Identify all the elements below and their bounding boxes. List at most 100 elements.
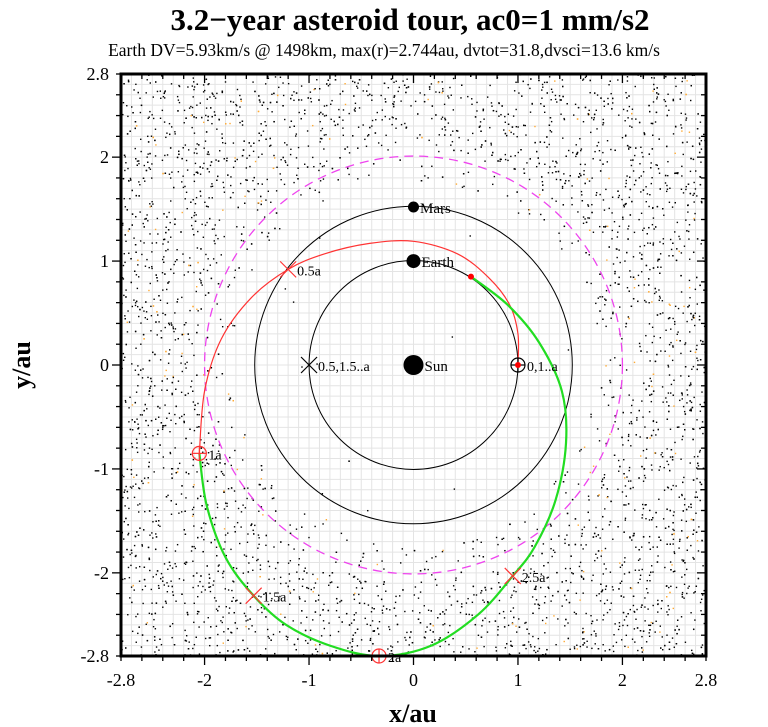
asteroid-dot: [238, 114, 240, 117]
asteroid-dot: [611, 238, 613, 240]
asteroid-dot: [126, 105, 128, 107]
asteroid-dot: [450, 144, 452, 146]
asteroid-dot: [222, 141, 224, 144]
asteroid-dot: [554, 165, 556, 168]
asteroid-dot: [691, 145, 694, 147]
asteroid-dot: [682, 153, 684, 156]
asteroid-dot: [605, 299, 607, 301]
asteroid-dot: [520, 580, 523, 582]
asteroid-dot: [246, 179, 248, 181]
asteroid-dot: [161, 75, 163, 77]
asteroid-dot: [289, 532, 292, 535]
asteroid-dot: [643, 227, 645, 229]
asteroid-dot: [323, 115, 326, 117]
asteroid-dot: [138, 195, 140, 197]
asteroid-dot: [323, 148, 325, 150]
asteroid-dot: [592, 231, 595, 233]
asteroid-dot: [135, 300, 138, 303]
asteroid-dot: [661, 452, 663, 454]
asteroid-dot: [568, 524, 570, 527]
asteroid-dot: [373, 630, 375, 632]
asteroid-dot: [328, 622, 330, 624]
asteroid-dot: [130, 442, 133, 445]
asteroid-dot: [676, 172, 679, 175]
asteroid-dot: [362, 124, 364, 126]
asteroid-dot: [631, 638, 634, 640]
asteroid-dot: [700, 243, 702, 245]
asteroid-dot: [304, 567, 306, 569]
asteroid-dot: [591, 211, 593, 214]
asteroid-dot: [666, 596, 668, 598]
asteroid-dot: [388, 626, 390, 628]
asteroid-dot: [241, 459, 244, 461]
asteroid-dot: [487, 601, 489, 603]
asteroid-dot: [629, 270, 631, 272]
asteroid-dot: [639, 436, 641, 438]
asteroid-dot: [348, 173, 350, 176]
asteroid-dot: [656, 87, 658, 89]
asteroid-dot: [187, 392, 189, 395]
asteroid-dot: [700, 483, 703, 486]
asteroid-dot: [171, 477, 173, 479]
asteroid-dot: [452, 77, 455, 80]
asteroid-dot: [293, 125, 295, 127]
asteroid-dot: [125, 296, 127, 298]
asteroid-dot: [318, 88, 321, 90]
asteroid-dot: [131, 446, 134, 448]
asteroid-dot: [350, 622, 353, 624]
asteroid-dot: [699, 284, 701, 287]
asteroid-dot: [693, 217, 695, 220]
asteroid-dot: [266, 235, 269, 238]
asteroid-dot: [420, 180, 423, 182]
asteroid-dot: [149, 168, 152, 170]
asteroid-dot: [318, 99, 320, 101]
asteroid-dot: [625, 91, 627, 94]
asteroid-dot: [449, 624, 451, 627]
asteroid-dot: [271, 93, 273, 95]
asteroid-dot: [587, 511, 589, 514]
asteroid-dot: [235, 103, 237, 106]
asteroid-dot: [579, 137, 581, 140]
asteroid-dot: [258, 139, 260, 142]
asteroid-dot: [237, 649, 240, 651]
asteroid-dot: [156, 311, 158, 313]
asteroid-dot: [154, 155, 157, 157]
asteroid-dot: [391, 123, 393, 126]
asteroid-dot: [221, 572, 224, 575]
chart-title: 3.2−year asteroid tour, ac0=1 mm/s2: [170, 2, 649, 37]
asteroid-dot: [243, 554, 246, 556]
asteroid-dot: [641, 517, 643, 519]
asteroid-dot: [681, 130, 683, 132]
asteroid-dot: [334, 124, 337, 127]
asteroid-dot: [640, 606, 643, 608]
asteroid-dot: [686, 394, 689, 396]
asteroid-dot: [598, 593, 600, 595]
asteroid-dot: [571, 203, 573, 206]
asteroid-dot: [693, 201, 695, 203]
asteroid-dot: [125, 401, 127, 403]
asteroid-dot: [612, 311, 614, 314]
asteroid-dot: [592, 158, 594, 160]
asteroid-dot: [244, 195, 246, 198]
asteroid-dot: [646, 579, 648, 582]
asteroid-dot: [432, 624, 434, 627]
asteroid-dot: [670, 569, 672, 571]
asteroid-dot: [391, 646, 394, 648]
asteroid-dot: [598, 149, 601, 152]
asteroid-dot: [232, 324, 234, 327]
asteroid-dot: [319, 614, 321, 616]
asteroid-dot: [264, 487, 266, 490]
asteroid-dot: [162, 312, 164, 314]
asteroid-dot: [342, 90, 344, 93]
asteroid-dot: [193, 408, 196, 411]
asteroid-dot: [452, 130, 454, 132]
asteroid-dot: [318, 594, 320, 597]
asteroid-dot: [131, 404, 134, 406]
asteroid-dot: [257, 110, 260, 113]
asteroid-dot: [135, 274, 138, 276]
asteroid-dot: [690, 84, 693, 87]
asteroid-dot: [656, 314, 659, 316]
asteroid-dot: [192, 77, 195, 79]
asteroid-dot: [597, 495, 599, 497]
asteroid-dot: [696, 540, 699, 542]
